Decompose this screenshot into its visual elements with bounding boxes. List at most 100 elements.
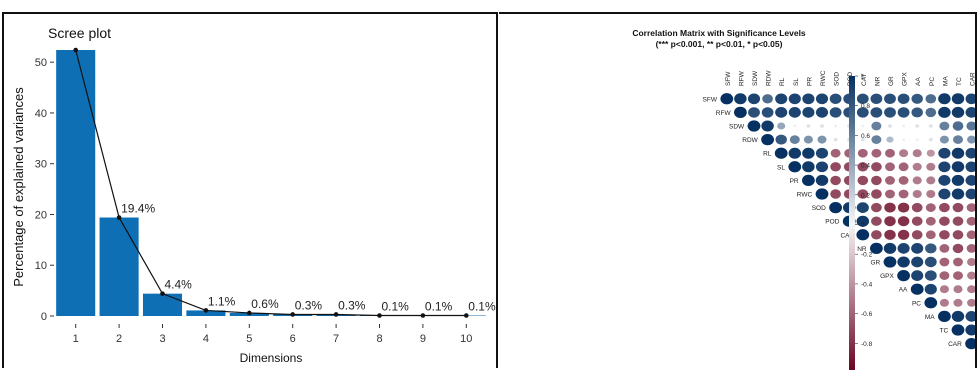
correlation-cell [938,106,951,118]
correlation-cell [915,124,920,128]
correlation-cell [774,147,788,159]
chart-title: Scree plot [48,25,111,41]
correlation-cell [951,188,965,200]
correlation-cell [911,270,924,281]
correlation-cell [830,148,841,158]
correlation-cell [902,138,906,141]
correlation-cell [911,202,923,213]
correlation-cell [884,229,896,240]
correlation-cell [830,189,841,199]
correlation-cell [860,137,865,142]
correlation-cell [871,189,882,199]
correlation-cell [815,174,829,186]
correlation-cell [815,107,829,118]
line-point [420,313,426,318]
correlation-cell [885,176,895,185]
correlation-cell [884,216,896,227]
correlation-cell [748,107,760,118]
correlation-cell [885,189,895,199]
scree-plot-chart: 0 10 20 30 40 50 19.4% 4.4% 1.1% 0.6% 0.3% 0.3% 0.1%… [11,25,496,365]
correlation-cell [966,216,977,226]
correlation-cell [910,283,924,295]
line-point [73,47,78,53]
correlation-cell [777,122,786,130]
x-tick-label: 3 [159,333,165,345]
correlation-cell [911,107,923,118]
row-label: SFW [703,96,718,103]
row-label: RWC [797,192,813,199]
variance-line [75,49,467,317]
correlation-cell [897,256,910,268]
column-label: RWC [820,70,827,86]
correlation-cell [898,162,909,172]
row-label: AA [899,287,908,294]
y-axis-label: Percentage of explained variances [11,87,26,287]
column-label: CAT [861,73,868,86]
correlation-cell [897,269,910,282]
data-label: 0.1% [468,299,496,313]
correlation-cell [884,202,896,213]
correlation-cell [938,175,951,186]
correlation-cell [953,135,963,144]
correlation-cell [951,93,965,105]
correlation-cell [861,124,865,128]
correlation-cell [802,93,815,105]
correlation-cell [952,230,964,240]
correlation-cell [899,149,909,158]
x-tick-label: 8 [376,333,382,345]
correlation-cell [967,285,977,294]
correlation-cell [829,201,842,214]
correlation-cell [939,216,950,226]
data-label: 0.3% [295,298,323,312]
correlation-cell [912,149,922,158]
correlation-cell [817,135,827,144]
correlation-cell [924,297,938,309]
correlation-cell [939,257,950,267]
matrix-subtitle: (*** p<0.001, ** p<0.01, * p<0.05) [656,39,783,49]
y-tick-label: 0 [41,311,47,323]
column-label: SL [793,78,800,86]
correlation-cell [952,202,964,213]
data-label: 0.3% [338,298,366,312]
correlation-cell [761,133,774,146]
correlation-cell [926,176,936,185]
line-point [160,291,165,296]
correlation-cell [925,216,936,226]
bar [99,217,139,316]
correlation-cell [951,174,965,186]
line-point [116,215,122,220]
y-tick-label: 50 [35,57,47,69]
correlation-cell [789,135,800,144]
line-point [377,313,382,318]
correlation-cell [951,106,965,118]
correlation-cell [802,147,815,159]
column-label: RDW [766,70,773,86]
column-label: AA [915,77,922,86]
correlation-cell [788,107,801,118]
correlation-cell [912,176,922,185]
correlation-cell [965,188,977,200]
correlation-cell [802,161,815,173]
correlation-cell [886,136,894,143]
correlation-cell [830,175,841,186]
correlation-cell [885,148,895,158]
correlation-cell [953,298,963,307]
line-point [333,312,339,317]
correlation-cell [926,162,936,171]
correlation-cell [857,189,869,199]
correlation-cell [951,161,965,173]
correlation-cell [815,147,829,159]
correlation-cell [856,229,870,241]
correlation-cell [871,162,882,172]
correlation-cell [953,257,963,267]
row-label: RDW [742,137,758,144]
correlation-cell [952,216,964,226]
correlation-cell [939,135,949,144]
correlation-cell [967,271,977,280]
correlation-cell [925,107,937,118]
colorbar-label: -0.8 [861,341,873,348]
colorbar-label: -0.6 [861,311,873,318]
correlation-cell [720,93,734,105]
row-label: CAR [948,341,962,348]
colorbar-label: -0.4 [861,281,873,288]
